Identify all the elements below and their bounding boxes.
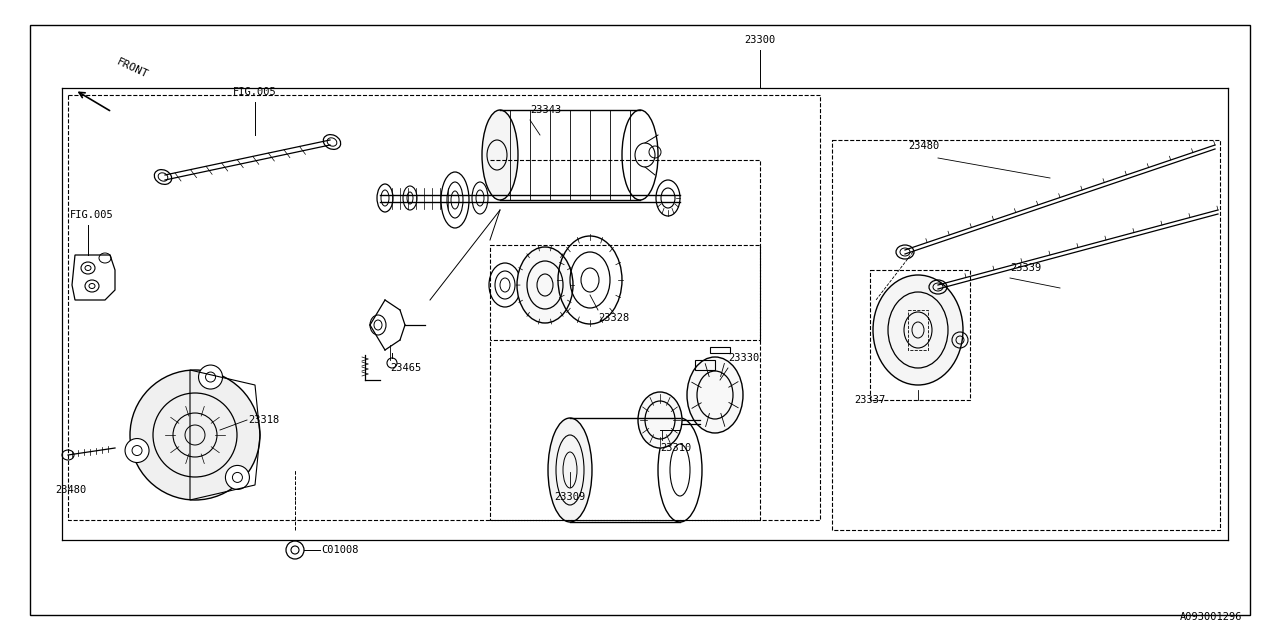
Text: FIG.005: FIG.005 [70,210,114,220]
Text: 23480: 23480 [55,485,86,495]
Ellipse shape [131,370,260,500]
Ellipse shape [517,247,573,323]
Text: FRONT: FRONT [115,56,150,79]
Ellipse shape [225,465,250,490]
Ellipse shape [125,438,148,463]
Ellipse shape [483,110,518,200]
Text: 23337: 23337 [854,395,886,405]
Polygon shape [29,25,1251,615]
Ellipse shape [637,392,682,448]
Text: 23310: 23310 [660,443,691,453]
Ellipse shape [548,418,593,522]
Text: 23318: 23318 [248,415,279,425]
Text: 23300: 23300 [745,35,776,45]
Text: 23330: 23330 [728,353,759,363]
Text: A093001296: A093001296 [1179,612,1242,622]
Text: 23480: 23480 [908,141,940,151]
Ellipse shape [687,357,742,433]
Text: FIG.005: FIG.005 [233,87,276,97]
Text: 23328: 23328 [598,313,630,323]
Ellipse shape [198,365,223,389]
Text: C01008: C01008 [321,545,358,555]
Text: 23343: 23343 [530,105,561,115]
Polygon shape [72,255,115,300]
Text: 23339: 23339 [1010,263,1041,273]
Ellipse shape [873,275,963,385]
Text: 23309: 23309 [554,492,586,502]
Text: 23465: 23465 [390,363,421,373]
